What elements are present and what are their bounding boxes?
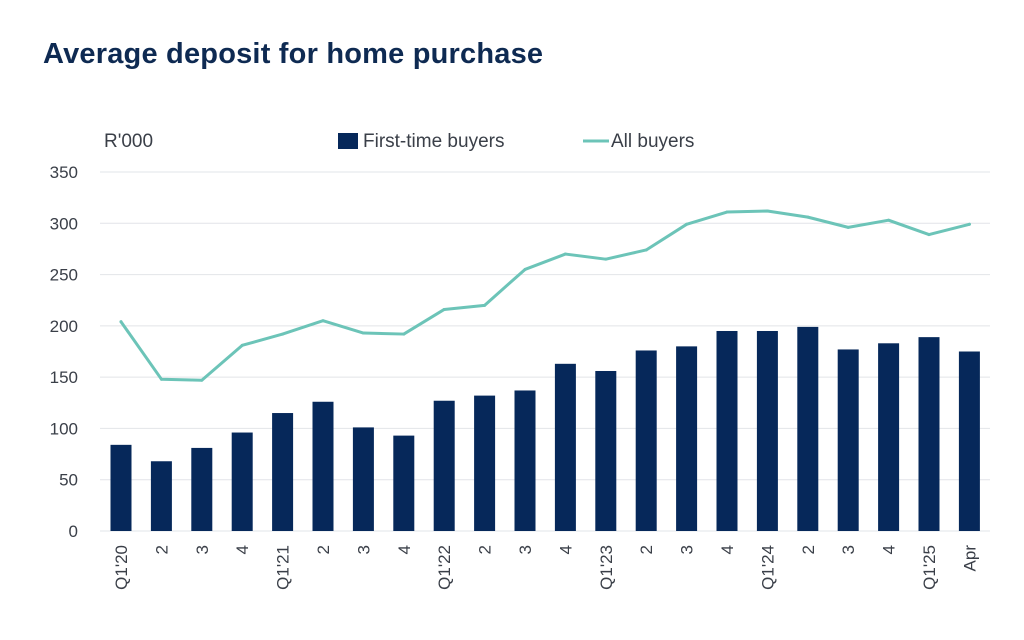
- x-tick-label: 3: [839, 545, 858, 554]
- bar: [837, 349, 859, 531]
- x-tick-label: Apr: [960, 545, 979, 572]
- x-tick-label: 4: [556, 545, 575, 554]
- y-tick-label: 100: [50, 419, 78, 438]
- bar: [272, 413, 294, 531]
- x-tick-label: 3: [516, 545, 535, 554]
- line-point: [402, 332, 406, 336]
- legend-label-all-buyers: All buyers: [611, 131, 694, 152]
- line-point: [846, 225, 850, 229]
- line-point: [281, 332, 285, 336]
- legend-label-first-time-buyers: First-time buyers: [363, 131, 504, 152]
- line-point: [523, 267, 527, 271]
- x-tick-label: Q1'24: [758, 545, 777, 590]
- line-point: [442, 307, 446, 311]
- line-point: [321, 319, 325, 323]
- chart-title: Average deposit for home purchase: [43, 38, 544, 70]
- bar: [676, 346, 698, 531]
- x-tick-label: Q1'23: [597, 545, 616, 590]
- bar-series: [110, 326, 980, 531]
- x-tick-label: 3: [678, 545, 697, 554]
- y-tick-label: 150: [50, 368, 78, 387]
- line-point: [685, 222, 689, 226]
- line-point: [159, 377, 163, 381]
- x-tick-label: 4: [395, 545, 414, 554]
- x-tick-label: 4: [233, 545, 252, 554]
- bar: [878, 343, 900, 531]
- line-point: [483, 303, 487, 307]
- line-point: [806, 215, 810, 219]
- bar: [352, 427, 374, 531]
- line-point: [967, 222, 971, 226]
- legend: First-time buyers All buyers: [338, 131, 694, 152]
- y-tick-label: 50: [59, 471, 78, 490]
- bar: [635, 350, 657, 531]
- x-tick-label: 3: [193, 545, 212, 554]
- line-series: [119, 209, 971, 382]
- x-tick-label: 2: [152, 545, 171, 554]
- bar: [756, 330, 778, 531]
- bar: [716, 330, 738, 531]
- x-tick-label: 4: [880, 545, 899, 554]
- y-tick-label: 200: [50, 317, 78, 336]
- x-tick-label: 2: [476, 545, 495, 554]
- y-tick-label: 0: [69, 522, 78, 541]
- line-point: [119, 320, 123, 324]
- x-axis: Q1'20 2 3 4 Q1'21 2 3 4 Q1'22 2 3 4 Q1'23 2 3 4 Q1'24 2 3 4…: [112, 545, 979, 590]
- line-point: [361, 331, 365, 335]
- bar: [958, 351, 980, 531]
- bar: [191, 447, 213, 531]
- line-point: [765, 209, 769, 213]
- x-tick-label: Q1'25: [920, 545, 939, 590]
- x-tick-label: 4: [718, 545, 737, 554]
- line-point: [725, 210, 729, 214]
- x-tick-label: 2: [637, 545, 656, 554]
- x-tick-label: 2: [314, 545, 333, 554]
- y-axis: 0 50 100 150 200 250 300 350: [50, 163, 78, 541]
- bar: [514, 390, 536, 531]
- bar: [918, 337, 940, 531]
- x-tick-label: 2: [799, 545, 818, 554]
- bar: [312, 401, 334, 531]
- legend-swatch-bar: [338, 133, 358, 149]
- y-tick-label: 350: [50, 163, 78, 182]
- line-point: [200, 378, 204, 382]
- bar: [554, 363, 576, 531]
- y-tick-label: 250: [50, 266, 78, 285]
- x-tick-label: Q1'20: [112, 545, 131, 590]
- line-point: [644, 248, 648, 252]
- bar: [433, 400, 455, 531]
- bar: [393, 435, 415, 531]
- bar: [797, 326, 819, 531]
- line-point: [563, 252, 567, 256]
- line-point: [604, 257, 608, 261]
- line-point: [927, 233, 931, 237]
- bar: [595, 370, 617, 531]
- line-point: [240, 343, 244, 347]
- bar: [150, 461, 172, 531]
- x-tick-label: Q1'21: [274, 545, 293, 590]
- x-tick-label: 3: [354, 545, 373, 554]
- line-point: [887, 218, 891, 222]
- bar: [110, 444, 132, 531]
- x-tick-label: Q1'22: [435, 545, 454, 590]
- bar: [231, 432, 253, 531]
- y-tick-label: 300: [50, 214, 78, 233]
- bar: [474, 395, 496, 531]
- y-axis-unit-label: R'000: [104, 131, 153, 152]
- all-buyers-line: [119, 209, 971, 382]
